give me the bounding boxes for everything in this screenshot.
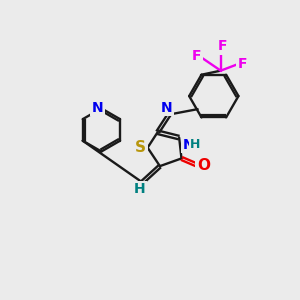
Text: H: H — [190, 138, 200, 151]
Text: F: F — [218, 39, 227, 53]
Text: N: N — [161, 100, 173, 115]
Text: F: F — [191, 49, 201, 63]
Text: O: O — [197, 158, 210, 173]
Text: H: H — [134, 182, 146, 196]
Text: N: N — [92, 100, 103, 115]
Text: S: S — [135, 140, 146, 155]
Text: N: N — [183, 138, 194, 152]
Text: F: F — [238, 57, 247, 71]
